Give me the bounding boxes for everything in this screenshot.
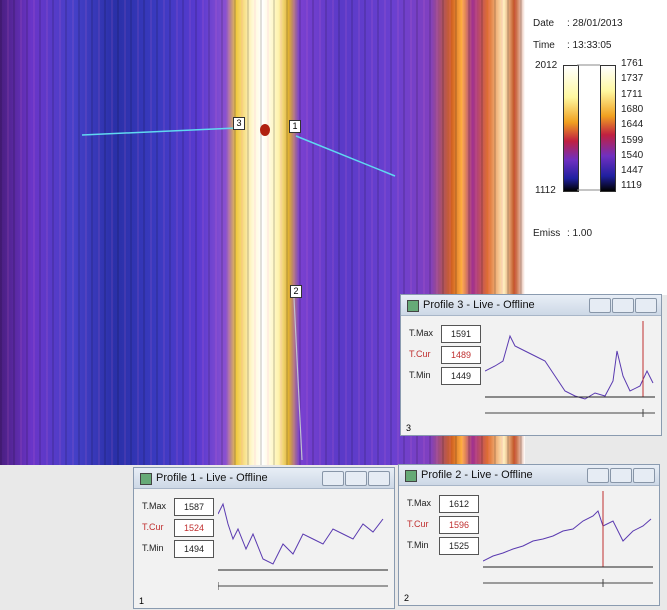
marker: 3 (233, 117, 245, 130)
field-value: 1525 (439, 537, 479, 555)
profile-window[interactable]: Profile 2 - Live - Offline T.Max 1612 T.Cu… (398, 464, 660, 606)
time: : 13:33:05 (567, 40, 611, 51)
profile-graph (218, 494, 390, 604)
window-number: 3 (406, 423, 411, 433)
field-label: T.Max (409, 328, 433, 338)
field-value: 1612 (439, 495, 479, 513)
close-button[interactable] (633, 468, 655, 483)
palette-tick: 1711 (621, 89, 643, 100)
close-button[interactable] (635, 298, 657, 313)
field-value: 1587 (174, 498, 214, 516)
marker: 2 (290, 285, 302, 298)
field-value: 1489 (441, 346, 481, 364)
field-value: 1524 (174, 519, 214, 537)
title-bar: Profile 3 - Live - Offline (401, 295, 661, 316)
palette-tick: 1119 (621, 180, 642, 191)
field-label: T.Min (142, 543, 164, 553)
field-value: 1449 (441, 367, 481, 385)
window-number: 1 (139, 596, 144, 606)
minimize-button[interactable] (589, 298, 611, 313)
window-icon (140, 473, 152, 485)
field-value: 1494 (174, 540, 214, 558)
minimize-button[interactable] (322, 471, 344, 486)
window-title: Profile 2 - Live - Offline (421, 469, 533, 481)
palette-bar (600, 65, 616, 192)
field-label: T.Min (407, 540, 429, 550)
profile-window[interactable]: Profile 1 - Live - Offline T.Max 1587 T.Cu… (133, 467, 395, 609)
field-label: T.Max (407, 498, 431, 508)
profile-graph (483, 491, 655, 601)
maximize-button[interactable] (610, 468, 632, 483)
palette-tick: 1644 (621, 119, 643, 130)
date: : 28/01/2013 (567, 18, 623, 29)
time-label: Time (533, 40, 555, 51)
window-icon (405, 470, 417, 482)
title-bar: Profile 2 - Live - Offline (399, 465, 659, 486)
palette-tick: 1761 (621, 58, 643, 69)
emiss-label: Emiss (533, 228, 560, 239)
field-value: 1591 (441, 325, 481, 343)
field-label: T.Max (142, 501, 166, 511)
palette-max: 2012 (535, 60, 557, 71)
window-title: Profile 3 - Live - Offline (423, 299, 535, 311)
profile-window[interactable]: Profile 3 - Live - Offline T.Max 1591 T.Cu… (400, 294, 662, 436)
window-number: 2 (404, 593, 409, 603)
screen: 3 1 2 Date : 28/01/2013 Time : 13:33:05 … (0, 0, 667, 610)
window-icon (407, 300, 419, 312)
maximize-button[interactable] (345, 471, 367, 486)
minimize-button[interactable] (587, 468, 609, 483)
palette-link (577, 60, 601, 195)
emiss: : 1.00 (567, 228, 592, 239)
field-label: T.Cur (142, 522, 164, 532)
close-button[interactable] (368, 471, 390, 486)
palette-tick: 1680 (621, 104, 643, 115)
title-bar: Profile 1 - Live - Offline (134, 468, 394, 489)
palette-tick: 1540 (621, 150, 643, 161)
maximize-button[interactable] (612, 298, 634, 313)
marker: 1 (289, 120, 301, 133)
field-label: T.Cur (407, 519, 429, 529)
field-label: T.Min (409, 370, 431, 380)
window-title: Profile 1 - Live - Offline (156, 472, 268, 484)
field-label: T.Cur (409, 349, 431, 359)
palette-tick: 1737 (621, 73, 643, 84)
profile-graph (485, 321, 657, 431)
info-panel: Date : 28/01/2013 Time : 13:33:05 2012 1… (525, 0, 667, 295)
palette-min: 1112 (535, 185, 556, 196)
date-label: Date (533, 18, 554, 29)
palette-tick: 1447 (621, 165, 643, 176)
palette-tick: 1599 (621, 135, 643, 146)
field-value: 1596 (439, 516, 479, 534)
